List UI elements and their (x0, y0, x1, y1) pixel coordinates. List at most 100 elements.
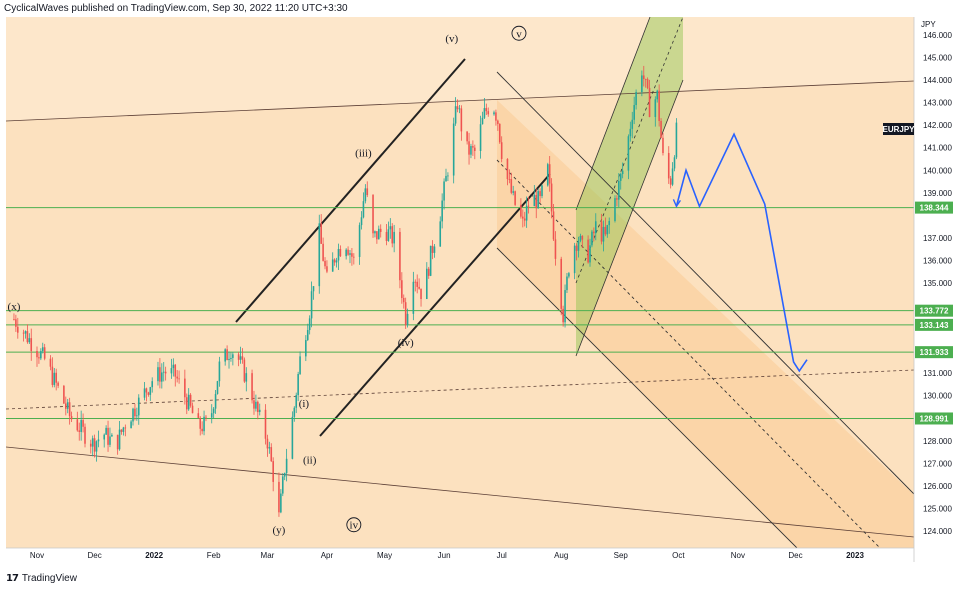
candle-body (253, 400, 255, 409)
candle-body (349, 253, 351, 255)
candle-body (401, 280, 403, 298)
candle-body (16, 326, 19, 333)
candle-body (510, 179, 513, 193)
candle-body (351, 253, 353, 257)
candle-body (514, 191, 516, 205)
candle-body (111, 434, 113, 437)
candle-body (159, 367, 161, 382)
candle-body (251, 373, 253, 401)
candle-body (445, 175, 447, 182)
candle-body (642, 75, 645, 80)
time-axis-bg[interactable] (0, 548, 914, 562)
candle-body (372, 195, 374, 234)
candle-body (374, 231, 376, 234)
candle-body (53, 372, 56, 385)
candle-body (147, 392, 150, 395)
candle-body (205, 416, 207, 418)
time-tick-label: Nov (731, 551, 745, 560)
candle-body (441, 200, 443, 222)
candle-body (84, 426, 86, 444)
candle-body (662, 137, 664, 154)
candle-body (122, 427, 125, 432)
time-tick-label: Jul (497, 551, 507, 560)
candle-body (447, 175, 449, 177)
candle-body (70, 416, 73, 420)
candle-body (460, 108, 463, 132)
candle-body (591, 231, 593, 246)
candle-body (230, 357, 232, 359)
candle-body (673, 157, 676, 169)
candle-body (387, 229, 390, 241)
level-label: 133.143 (920, 321, 949, 330)
candle-body (512, 191, 515, 193)
candle-body (481, 117, 484, 125)
time-tick-label: Dec (788, 551, 802, 560)
candle-body (95, 441, 98, 452)
price-axis-bg[interactable] (914, 17, 960, 562)
candle-body (497, 120, 499, 124)
candle-body (264, 409, 267, 439)
candle-body (479, 124, 482, 151)
candle-body (285, 458, 288, 474)
candle-body (132, 408, 134, 422)
price-tick-label: 145.000 (923, 54, 952, 63)
currency-label: JPY (921, 20, 936, 29)
level-label: 128.991 (920, 414, 949, 423)
time-tick-label: Feb (207, 551, 221, 560)
candle-body (312, 286, 315, 292)
candle-body (318, 223, 321, 287)
candle-body (164, 371, 167, 374)
time-tick-label: Sep (614, 551, 629, 560)
candle-body (212, 408, 215, 414)
candle-body (161, 372, 163, 382)
rising-channel-upper (575, 17, 651, 211)
candle-body (566, 276, 568, 291)
candle-body (594, 221, 597, 234)
candle-body (573, 245, 576, 274)
candle-body (579, 235, 582, 241)
time-tick-label: Apr (321, 551, 334, 560)
price-tick-label: 139.000 (923, 189, 952, 198)
candle-body (224, 349, 226, 362)
candle-body (49, 358, 52, 367)
candle-body (474, 147, 476, 151)
candle-body (602, 226, 605, 242)
candle-body (358, 225, 361, 257)
candle-body (633, 105, 635, 120)
wave-label: (i) (299, 398, 310, 410)
price-tick-label: 141.000 (923, 144, 952, 153)
wave-label-circle (511, 25, 527, 41)
candle-body (641, 75, 643, 93)
wave-label: (iv) (398, 337, 414, 349)
price-level-labels: 138.344 133.772 133.143 131.933 128.991 (915, 201, 953, 425)
candle-body (548, 164, 551, 184)
wave-label: (v) (445, 33, 458, 45)
level-label-bg (915, 412, 953, 425)
candle-body (495, 112, 497, 121)
candle-body (270, 447, 273, 462)
candle-body (322, 243, 324, 261)
candle-body (105, 427, 107, 435)
candle-body (331, 259, 334, 272)
candle-body (151, 381, 154, 388)
candle-body (55, 372, 58, 383)
time-tick-label: May (377, 551, 392, 560)
impulse-channel-upper (235, 58, 466, 323)
candle-body (487, 111, 490, 115)
candle-body (130, 421, 132, 429)
candle-body (203, 416, 205, 432)
candle-body (118, 429, 121, 450)
candle-body (170, 368, 173, 374)
candle-body (520, 204, 522, 217)
candle-body (63, 385, 65, 404)
candle-body (604, 226, 607, 235)
candle-body (134, 408, 136, 417)
candle-body (189, 394, 192, 406)
candle-body (539, 191, 541, 197)
candle-body (629, 128, 632, 137)
candle-body (185, 397, 188, 410)
price-tick-label: 131.000 (923, 369, 952, 378)
candle-body (443, 181, 445, 201)
candle-body (550, 183, 553, 212)
